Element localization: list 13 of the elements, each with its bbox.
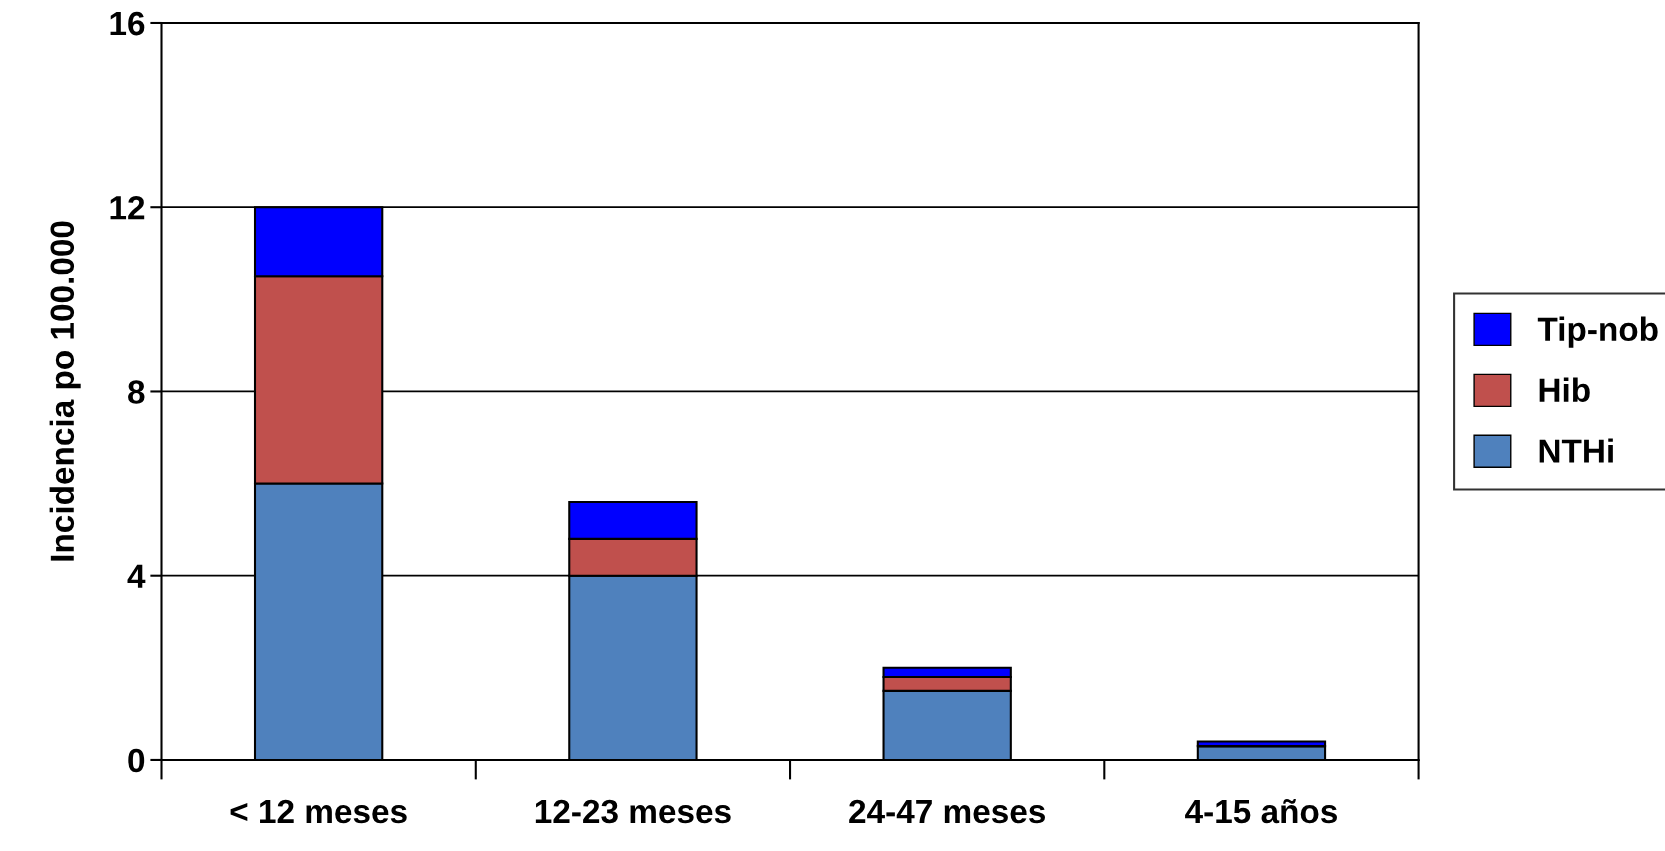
legend-label: Hib xyxy=(1539,377,1590,402)
x-tick-label: 24-47 meses xyxy=(849,799,1045,824)
y-tick-label: 16 xyxy=(110,11,145,36)
y-tick-label: 4 xyxy=(127,564,146,588)
y-tick-label: 0 xyxy=(128,748,145,773)
legend-label: Tip-nob xyxy=(1537,316,1658,348)
x-tick-label: 4-15 años xyxy=(1185,798,1337,824)
x-tick-label: 12-23 meses xyxy=(535,799,731,824)
x-tick-label: < 12 meses xyxy=(230,799,407,824)
legend-label: NTHi xyxy=(1539,438,1613,463)
y-tick-label: 8 xyxy=(128,380,145,404)
y-tick-label: 12 xyxy=(110,196,145,220)
y-axis-title: Incidencia po 100.000 xyxy=(49,221,81,561)
